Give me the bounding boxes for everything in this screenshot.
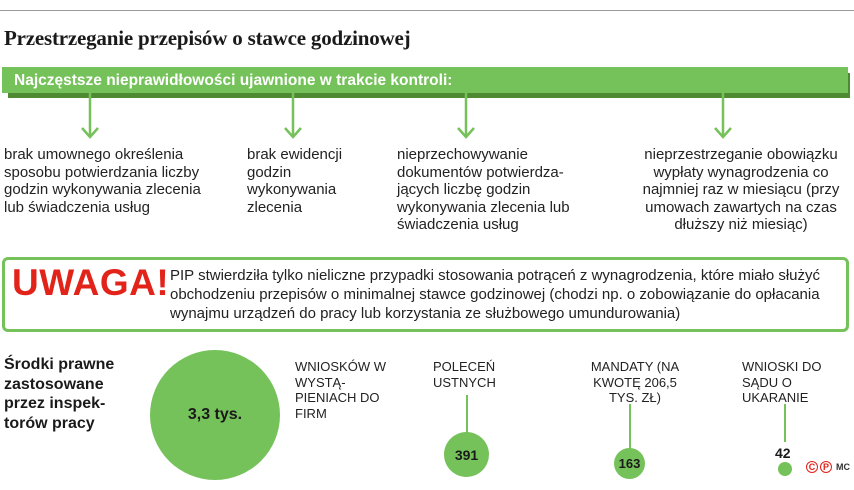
measure-label-2: POLECEŃ USTNYCH — [433, 359, 496, 390]
measure-stem-3 — [629, 404, 631, 450]
banner — [2, 67, 848, 93]
measure-circle-3: 163 — [614, 448, 645, 479]
measure-circle-2: 391 — [444, 432, 489, 477]
arrow-down-icon — [457, 93, 475, 139]
measure-stem-2 — [466, 395, 468, 435]
violation-item-1: brak umownego określenia sposobu potwier… — [4, 146, 201, 216]
measure-label-1: WNIOSKÓW W WYSTĄ-PIENIACH DO FIRM — [295, 359, 386, 421]
measure-circle-4 — [778, 462, 792, 476]
violation-item-3: nieprzechowywanie dokumentów potwierdza-… — [397, 146, 570, 233]
page-title: Przestrzeganie przepisów o stawce godzin… — [4, 26, 411, 50]
measure-label-3: MANDATY (NA KWOTĘ 206,5 TYS. ZŁ) — [590, 359, 680, 405]
top-rule — [0, 10, 854, 11]
measure-label-4: WNIOSKI DO SĄDU O UKARANIE — [742, 359, 822, 405]
violation-item-2: brak ewidencji godzin wykonywania zlecen… — [247, 146, 343, 216]
measure-stem-4 — [784, 404, 786, 442]
copyright-logo: C — [806, 461, 818, 473]
author-initials: MC — [836, 462, 850, 472]
banner-text: Najczęstsze nieprawidłowości ujawnione w… — [14, 72, 453, 89]
violation-item-4: nieprzestrzeganie obowiązku wypłaty wyna… — [642, 146, 840, 233]
arrow-down-icon — [284, 93, 302, 139]
warning-box — [2, 257, 849, 332]
measure-circle-1: 3,3 tys. — [150, 350, 280, 480]
measure-value-4: 42 — [775, 445, 791, 461]
warning-label: UWAGA! — [12, 262, 170, 303]
arrow-down-icon — [714, 93, 732, 139]
publisher-logo: P — [820, 461, 832, 473]
warning-text: PIP stwierdziła tylko nieliczne przypadk… — [170, 267, 821, 322]
arrow-down-icon — [81, 93, 99, 139]
measures-title: Środki prawne zastosowane przez inspek-t… — [4, 356, 115, 432]
